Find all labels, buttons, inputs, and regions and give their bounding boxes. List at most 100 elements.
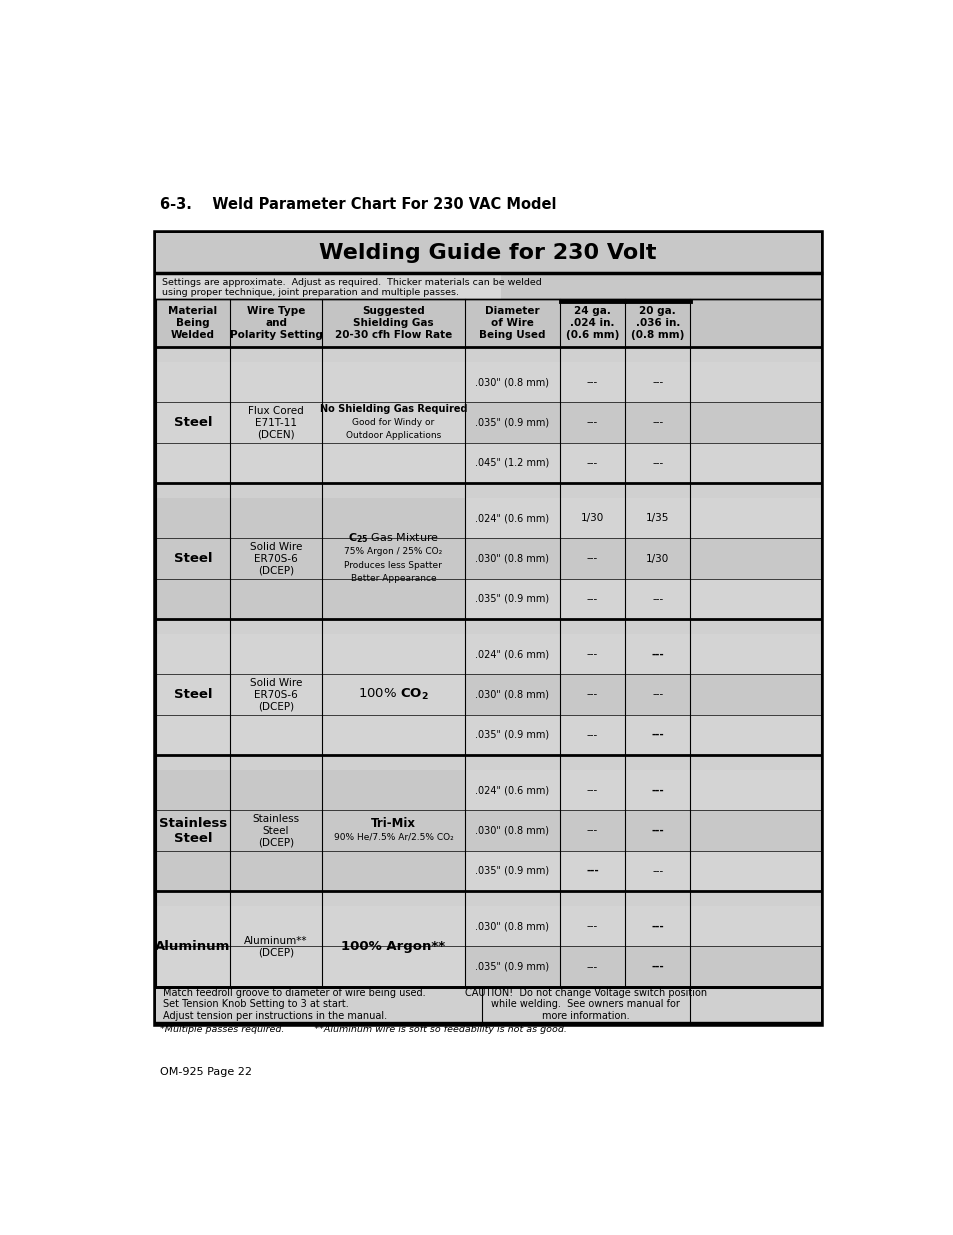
- Bar: [690, 851, 820, 890]
- Bar: [690, 890, 820, 906]
- Text: .030" (0.8 mm): .030" (0.8 mm): [475, 921, 549, 931]
- Bar: [624, 498, 690, 538]
- Text: .024" (0.6 mm): .024" (0.6 mm): [475, 650, 549, 659]
- Bar: [464, 403, 559, 442]
- Bar: [690, 403, 820, 442]
- Bar: [155, 498, 230, 619]
- Text: .035" (0.9 mm): .035" (0.9 mm): [475, 962, 549, 972]
- Bar: [559, 906, 624, 946]
- Bar: [690, 483, 820, 498]
- Bar: [559, 579, 624, 619]
- Bar: [321, 483, 464, 498]
- Text: Stainless
Steel: Stainless Steel: [158, 816, 227, 845]
- Bar: [464, 674, 559, 715]
- Bar: [559, 362, 624, 403]
- Bar: [464, 906, 559, 946]
- Bar: [624, 946, 690, 987]
- Bar: [230, 755, 321, 771]
- Text: ---: ---: [585, 866, 598, 876]
- Text: Solid Wire
ER70S-6
(DCEP): Solid Wire ER70S-6 (DCEP): [250, 678, 302, 711]
- Text: Aluminum: Aluminum: [155, 940, 231, 953]
- Text: Tri-Mix: Tri-Mix: [371, 818, 416, 830]
- Text: 1/30: 1/30: [580, 514, 603, 524]
- Bar: [155, 987, 481, 1023]
- Bar: [559, 755, 624, 771]
- Bar: [559, 635, 624, 674]
- Bar: [155, 890, 230, 906]
- Bar: [321, 755, 464, 771]
- Bar: [690, 619, 820, 635]
- Text: 90% He/7.5% Ar/2.5% CO₂: 90% He/7.5% Ar/2.5% CO₂: [334, 832, 453, 842]
- Bar: [155, 771, 230, 890]
- Bar: [230, 890, 321, 906]
- Text: ---: ---: [652, 594, 662, 604]
- Bar: [559, 674, 624, 715]
- Text: Steel: Steel: [173, 688, 212, 701]
- Bar: [321, 362, 464, 483]
- Text: Diameter
of Wire
Being Used: Diameter of Wire Being Used: [478, 306, 545, 340]
- Text: 1/30: 1/30: [645, 553, 669, 563]
- Bar: [230, 498, 321, 619]
- Bar: [464, 715, 559, 755]
- Bar: [464, 635, 559, 674]
- Bar: [230, 771, 321, 890]
- Text: ---: ---: [586, 553, 598, 563]
- Bar: [155, 755, 230, 771]
- Text: Better Appearance: Better Appearance: [350, 574, 436, 583]
- Bar: [559, 715, 624, 755]
- Bar: [624, 619, 690, 635]
- Text: ---: ---: [651, 825, 663, 836]
- Bar: [464, 347, 559, 362]
- Text: ---: ---: [586, 689, 598, 699]
- Text: 100% Argon**: 100% Argon**: [341, 940, 445, 953]
- Text: .030" (0.8 mm): .030" (0.8 mm): [475, 825, 549, 836]
- Bar: [690, 674, 820, 715]
- Bar: [155, 233, 820, 1024]
- Text: ---: ---: [586, 417, 598, 427]
- Text: Suggested
Shielding Gas
20-30 cfh Flow Rate: Suggested Shielding Gas 20-30 cfh Flow R…: [335, 306, 452, 340]
- Bar: [464, 851, 559, 890]
- Text: ---: ---: [586, 650, 598, 659]
- Text: .045" (1.2 mm): .045" (1.2 mm): [475, 458, 549, 468]
- Text: using proper technique, joint preparation and multiple passes.: using proper technique, joint preparatio…: [162, 288, 458, 296]
- Bar: [464, 498, 559, 538]
- Text: OM-925 Page 22: OM-925 Page 22: [159, 1067, 252, 1077]
- Bar: [464, 810, 559, 851]
- Text: ---: ---: [586, 377, 598, 388]
- Bar: [690, 987, 820, 1023]
- Bar: [464, 771, 559, 810]
- Bar: [230, 906, 321, 987]
- Bar: [624, 635, 690, 674]
- Bar: [321, 906, 464, 987]
- Bar: [464, 946, 559, 987]
- Text: Good for Windy or: Good for Windy or: [352, 417, 434, 427]
- Bar: [155, 619, 230, 635]
- Text: ---: ---: [652, 689, 662, 699]
- Bar: [321, 890, 464, 906]
- Text: ---: ---: [651, 962, 663, 972]
- Bar: [624, 442, 690, 483]
- Bar: [624, 771, 690, 810]
- Bar: [321, 619, 464, 635]
- Text: ---: ---: [651, 730, 663, 740]
- Text: ---: ---: [652, 866, 662, 876]
- Text: Welding Guide for 230 Volt: Welding Guide for 230 Volt: [319, 243, 657, 263]
- Bar: [624, 890, 690, 906]
- Text: No Shielding Gas Required: No Shielding Gas Required: [319, 404, 467, 414]
- Text: ---: ---: [586, 825, 598, 836]
- Text: ---: ---: [586, 785, 598, 795]
- Bar: [155, 299, 230, 347]
- Bar: [624, 851, 690, 890]
- Text: .024" (0.6 mm): .024" (0.6 mm): [475, 785, 549, 795]
- Bar: [624, 579, 690, 619]
- Bar: [230, 619, 321, 635]
- Text: CAUTION!  Do not change Voltage switch position
while welding.  See owners manua: CAUTION! Do not change Voltage switch po…: [464, 988, 706, 1021]
- Bar: [464, 619, 559, 635]
- Text: ---: ---: [651, 650, 663, 659]
- Text: 24 ga.
.024 in.
(0.6 mm): 24 ga. .024 in. (0.6 mm): [565, 306, 618, 340]
- Text: Solid Wire
ER70S-6
(DCEP): Solid Wire ER70S-6 (DCEP): [250, 542, 302, 576]
- Bar: [624, 299, 690, 347]
- Bar: [559, 498, 624, 538]
- Bar: [624, 674, 690, 715]
- Text: 100% $\mathbf{CO_2}$: 100% $\mathbf{CO_2}$: [357, 687, 428, 703]
